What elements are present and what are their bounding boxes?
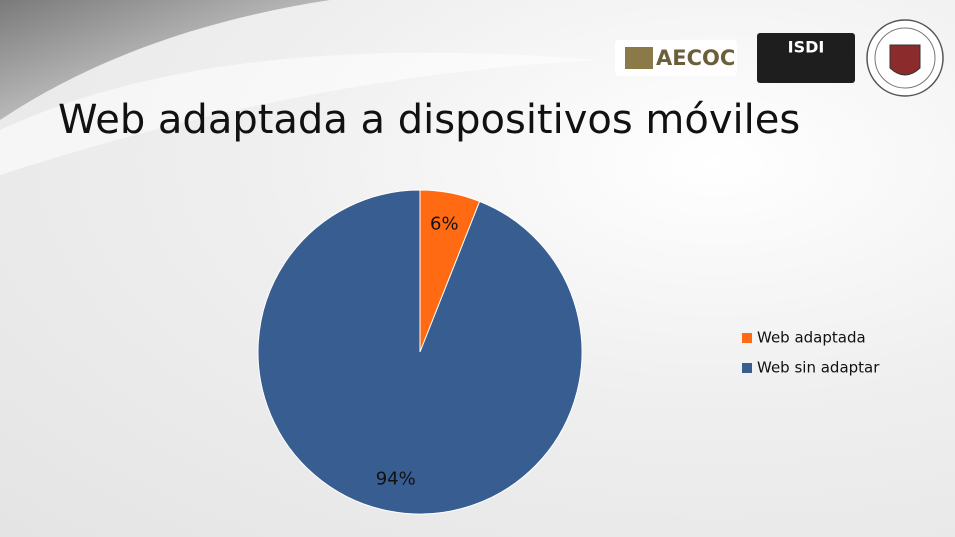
data-label: 94%: [376, 468, 416, 489]
logo-aecoc: AECOC: [656, 46, 735, 70]
logo-icon: [625, 47, 653, 69]
swoosh: [0, 0, 330, 120]
pie-slice: [257, 189, 583, 515]
legend-label: Web sin adaptar: [757, 359, 880, 377]
logo-box: [757, 33, 855, 83]
data-label: 6%: [430, 214, 459, 235]
logo-isdi: ISDI: [788, 38, 825, 57]
swoosh-light: [0, 52, 600, 175]
legend-swatch: [742, 363, 752, 373]
crest: [866, 19, 944, 97]
legend-label: Web adaptada: [757, 329, 866, 347]
legend-swatch: [742, 333, 752, 343]
chart-title: Web adaptada a dispositivos móviles: [58, 97, 800, 143]
